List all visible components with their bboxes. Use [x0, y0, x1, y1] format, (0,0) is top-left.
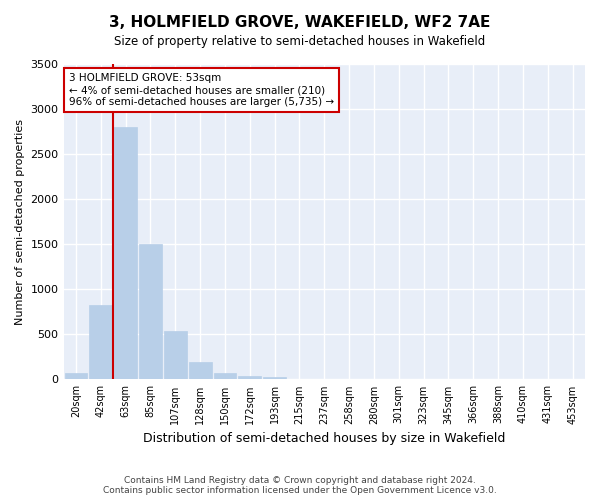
Bar	[238, 376, 261, 380]
Bar	[65, 373, 88, 380]
Bar	[89, 304, 112, 380]
Bar	[164, 331, 187, 380]
Bar	[263, 376, 286, 380]
Text: Size of property relative to semi-detached houses in Wakefield: Size of property relative to semi-detach…	[115, 35, 485, 48]
Text: 3, HOLMFIELD GROVE, WAKEFIELD, WF2 7AE: 3, HOLMFIELD GROVE, WAKEFIELD, WF2 7AE	[109, 15, 491, 30]
Bar	[188, 362, 212, 380]
Bar	[288, 378, 311, 380]
X-axis label: Distribution of semi-detached houses by size in Wakefield: Distribution of semi-detached houses by …	[143, 432, 505, 445]
Text: Contains HM Land Registry data © Crown copyright and database right 2024.
Contai: Contains HM Land Registry data © Crown c…	[103, 476, 497, 495]
Y-axis label: Number of semi-detached properties: Number of semi-detached properties	[15, 118, 25, 324]
Bar	[214, 373, 236, 380]
Text: 3 HOLMFIELD GROVE: 53sqm
← 4% of semi-detached houses are smaller (210)
96% of s: 3 HOLMFIELD GROVE: 53sqm ← 4% of semi-de…	[69, 74, 334, 106]
Bar	[114, 127, 137, 380]
Bar	[139, 244, 162, 380]
